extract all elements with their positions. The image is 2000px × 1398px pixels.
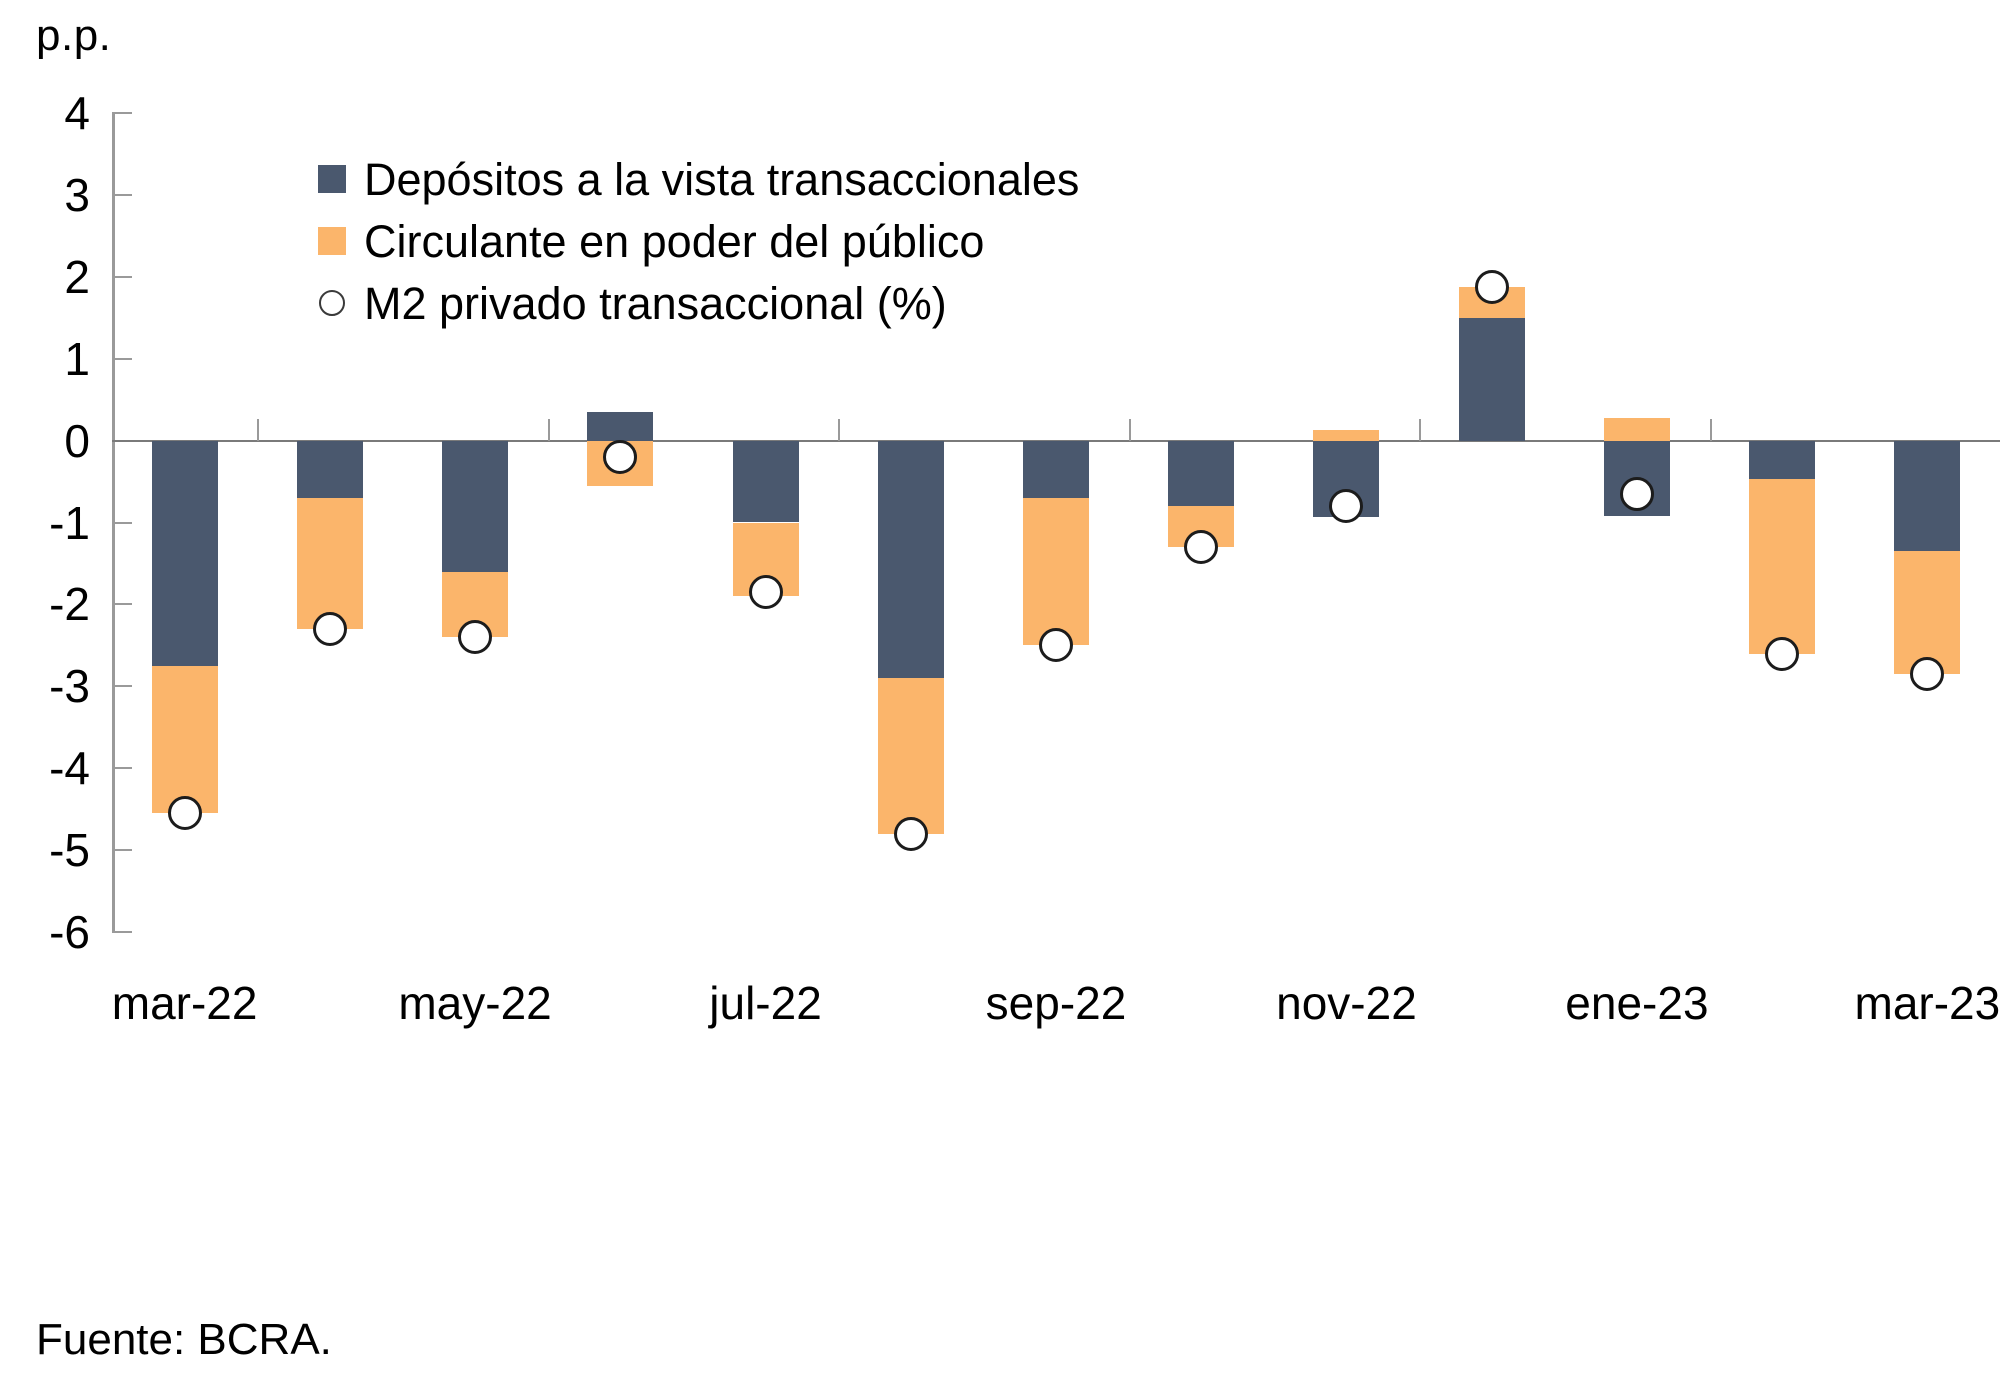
y-axis-tick-label: -5	[49, 824, 90, 877]
y-axis-tick	[112, 603, 132, 606]
y-axis-tick-label: -2	[49, 578, 90, 631]
bar-segment[interactable]	[732, 440, 799, 523]
y-axis-tick	[112, 357, 132, 360]
bar-segment[interactable]	[151, 665, 218, 814]
y-axis-tick	[112, 521, 132, 524]
bar-segment[interactable]	[1313, 429, 1380, 441]
legend-item-circulante[interactable]: Circulante en poder del público	[318, 210, 1218, 272]
legend-label-depositos: Depósitos a la vista transaccionales	[364, 153, 1080, 205]
y-axis-tick-label: -6	[49, 906, 90, 958]
scatter-marker[interactable]	[167, 796, 202, 831]
scatter-marker[interactable]	[458, 620, 493, 655]
y-axis-tick	[112, 767, 132, 770]
legend-swatch-dark-icon	[318, 165, 346, 193]
bar-segment[interactable]	[877, 678, 944, 834]
bar-segment[interactable]	[442, 440, 509, 572]
bar-segment[interactable]	[587, 411, 654, 441]
legend-item-depositos[interactable]: Depósitos a la vista transaccionales	[318, 148, 1218, 210]
scatter-marker[interactable]	[1184, 530, 1219, 565]
scatter-marker[interactable]	[603, 439, 638, 474]
bar-segment[interactable]	[296, 440, 363, 498]
source-note: Fuente: BCRA.	[36, 1315, 332, 1364]
y-axis-tick-label: 4	[64, 87, 90, 139]
y-axis-tick	[112, 193, 132, 196]
legend-swatch-circle-icon	[319, 290, 345, 316]
y-axis-tick-label: -1	[49, 496, 90, 549]
y-axis-tick-label: 3	[64, 168, 90, 221]
bar-segment[interactable]	[296, 497, 363, 629]
bar-segment[interactable]	[1749, 440, 1816, 480]
legend-swatch-orange-icon	[318, 227, 346, 255]
bar-segment[interactable]	[1894, 551, 1961, 674]
x-axis-tick-label: jul-22	[709, 977, 822, 1029]
y-axis-tick	[112, 275, 132, 278]
y-axis-tick-label: -3	[49, 660, 90, 713]
x-axis-tick-label: sep-22	[985, 977, 1127, 1029]
scatter-marker[interactable]	[1619, 476, 1654, 511]
y-axis-tick	[112, 849, 132, 852]
bar-segment[interactable]	[1603, 417, 1670, 441]
scatter-marker[interactable]	[748, 575, 783, 610]
plot-area	[112, 112, 2000, 933]
y-axis-tick-label: 2	[64, 250, 90, 303]
y-axis-tick-label: -4	[49, 742, 90, 795]
bar-segment[interactable]	[1458, 317, 1525, 441]
chart-legend: Depósitos a la vista transaccionales Cir…	[318, 148, 1218, 334]
bar-segment[interactable]	[151, 440, 218, 666]
x-axis-tick	[838, 418, 841, 441]
x-axis-tick	[257, 418, 260, 441]
y-axis-tick-label: 0	[64, 414, 90, 467]
x-axis-tick	[547, 418, 550, 441]
x-axis-tick-label: nov-22	[1276, 977, 1417, 1029]
bar-segment[interactable]	[1023, 440, 1089, 498]
x-axis-tick-label: mar-23	[1854, 977, 2000, 1029]
y-axis-tick-label: 1	[64, 332, 90, 385]
x-axis-tick	[1709, 418, 1712, 441]
scatter-marker[interactable]	[312, 611, 347, 646]
y-axis-tick	[112, 685, 132, 688]
y-axis-tick	[112, 112, 132, 114]
scatter-marker[interactable]	[1910, 657, 1945, 691]
scatter-marker[interactable]	[1474, 270, 1509, 305]
scatter-marker[interactable]	[1039, 628, 1073, 663]
legend-label-m2: M2 privado transaccional (%)	[364, 277, 947, 329]
x-axis-tick	[1419, 418, 1422, 441]
bar-segment[interactable]	[1894, 440, 1961, 552]
y-axis-unit-label: p.p.	[36, 11, 112, 60]
y-axis-tick	[112, 931, 132, 933]
legend-label-circulante: Circulante en poder del público	[364, 215, 985, 267]
bar-segment[interactable]	[877, 440, 944, 679]
bar-segment[interactable]	[1749, 479, 1816, 654]
x-axis-tick-label: may-22	[398, 977, 552, 1029]
bar-segment[interactable]	[1023, 497, 1089, 646]
scatter-marker[interactable]	[1329, 489, 1364, 524]
x-axis-tick	[1128, 418, 1131, 441]
scatter-marker[interactable]	[893, 816, 928, 851]
x-axis-tick-label: mar-22	[111, 977, 258, 1029]
legend-item-m2[interactable]: M2 privado transaccional (%)	[318, 272, 1218, 334]
x-axis-tick-label: ene-23	[1565, 977, 1709, 1029]
bar-segment[interactable]	[1168, 440, 1235, 507]
scatter-marker[interactable]	[1765, 636, 1800, 671]
